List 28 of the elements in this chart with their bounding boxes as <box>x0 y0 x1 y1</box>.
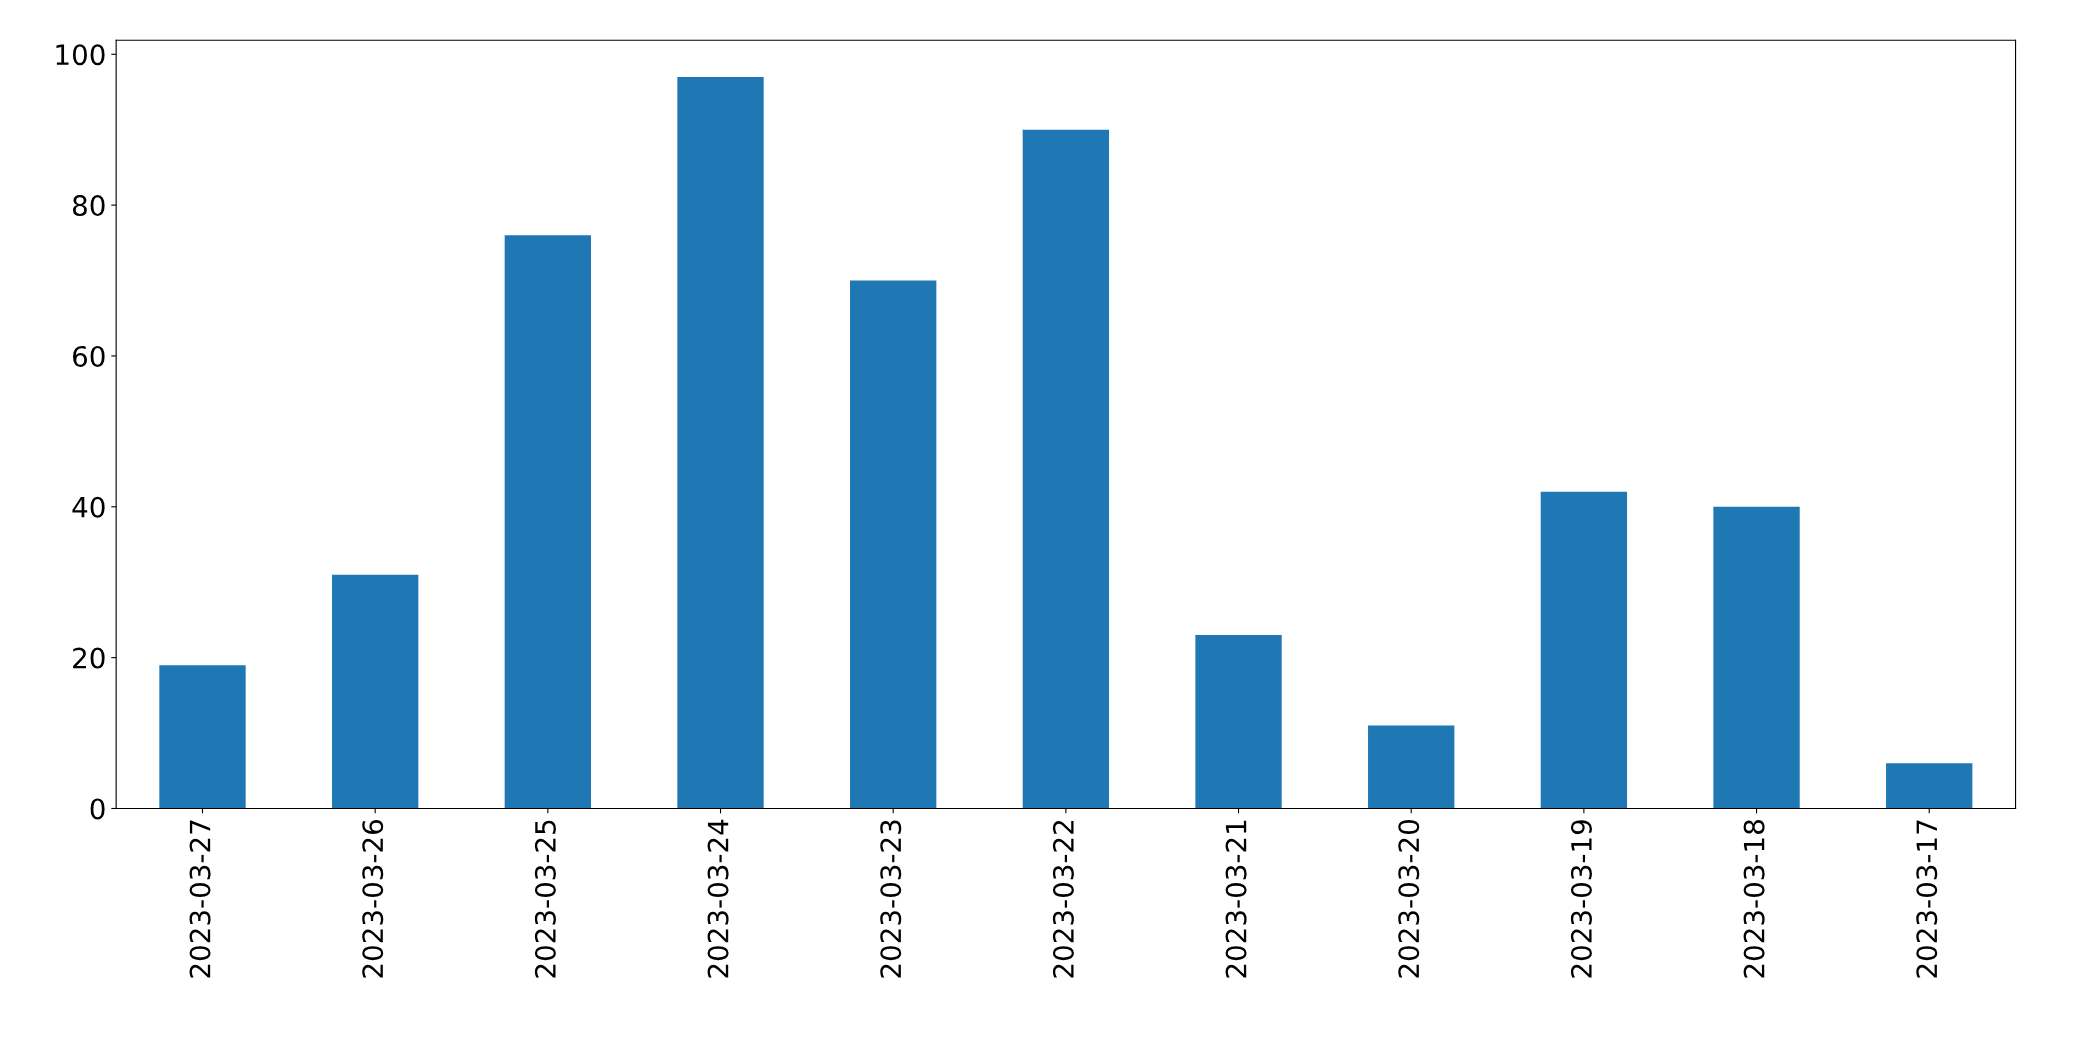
bar <box>159 665 246 809</box>
y-tick-label: 20 <box>73 647 105 669</box>
x-tick-label: 2023-03-22 <box>1052 820 1074 978</box>
bar <box>504 235 592 809</box>
x-tick-label: 2023-03-21 <box>1225 820 1247 978</box>
bar <box>1886 763 1973 809</box>
bar <box>1713 506 1800 809</box>
y-tick-label: 80 <box>72 195 105 217</box>
bar <box>1368 725 1455 809</box>
bar <box>332 574 419 809</box>
y-tick-label: 0 <box>90 798 105 820</box>
x-tick-label: 2023-03-24 <box>707 819 729 978</box>
x-tick-label: 2023-03-17 <box>1916 820 1938 978</box>
y-tick-label: 60 <box>73 345 105 367</box>
bar <box>1022 129 1110 809</box>
bar <box>1540 491 1628 809</box>
y-tick-label: 40 <box>72 496 105 518</box>
x-tick-label: 2023-03-20 <box>1398 820 1420 978</box>
bar <box>850 280 937 809</box>
x-tick-label: 2023-03-27 <box>189 820 211 978</box>
bar <box>1195 635 1282 809</box>
x-tick-label: 2023-03-18 <box>1743 820 1765 978</box>
x-tick-label: 2023-03-23 <box>880 820 902 978</box>
bar <box>677 76 764 809</box>
x-tick-label: 2023-03-19 <box>1570 820 1592 978</box>
y-tick-label: 100 <box>56 44 105 66</box>
x-tick-label: 2023-03-25 <box>534 820 556 978</box>
x-tick-label: 2023-03-26 <box>362 819 384 978</box>
